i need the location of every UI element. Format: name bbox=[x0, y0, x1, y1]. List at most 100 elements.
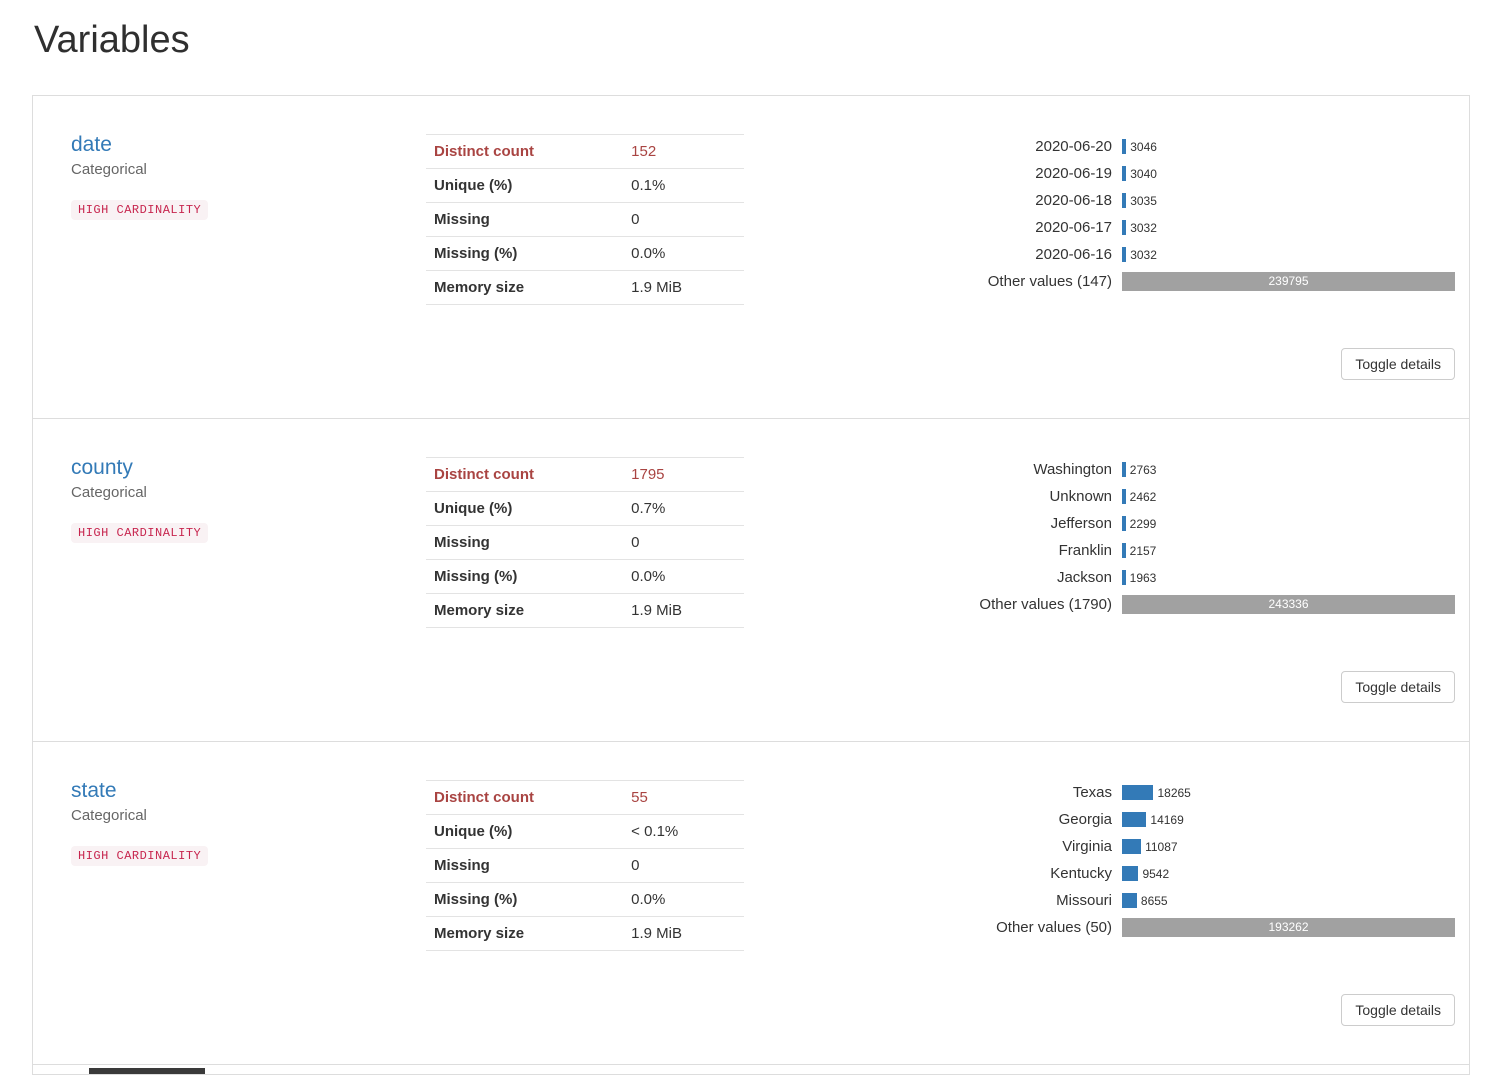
frequency-count: 11087 bbox=[1145, 839, 1178, 854]
frequency-label: Missouri bbox=[1056, 892, 1112, 910]
frequency-count: 3046 bbox=[1130, 139, 1157, 154]
frequency-count: 18265 bbox=[1157, 785, 1191, 800]
frequency-row: Washington 2763 bbox=[764, 456, 1455, 483]
stat-label: Missing bbox=[426, 202, 624, 238]
frequency-bar bbox=[1122, 462, 1126, 478]
frequency-label: Other values (50) bbox=[996, 919, 1112, 937]
frequency-bar bbox=[1122, 516, 1126, 532]
stat-value: 0.7% bbox=[623, 491, 744, 527]
frequency-count: 239795 bbox=[1268, 274, 1309, 289]
stats-row: Unique (%) 0.7% bbox=[426, 491, 744, 527]
frequency-row: Franklin 2157 bbox=[764, 537, 1455, 564]
frequency-count: 2462 bbox=[1129, 489, 1157, 504]
frequency-row-other: Other values (1790) 243336 bbox=[764, 591, 1455, 618]
stats-table: Distinct count 55 Unique (%) < 0.1% Miss… bbox=[426, 780, 744, 952]
stat-value: 0.0% bbox=[623, 882, 744, 918]
stat-label: Missing (%) bbox=[426, 882, 624, 918]
variable-name-link[interactable]: date bbox=[71, 133, 112, 157]
frequency-row: 2020-06-17 3032 bbox=[764, 214, 1455, 241]
frequency-row: Virginia 11087 bbox=[764, 833, 1455, 860]
frequency-bar bbox=[1122, 489, 1126, 505]
stat-label: Memory size bbox=[426, 916, 624, 952]
frequency-row: Jackson 1963 bbox=[764, 564, 1455, 591]
toggle-details-button[interactable]: Toggle details bbox=[1341, 348, 1455, 381]
next-panel-cutoff bbox=[89, 1068, 205, 1075]
frequency-count: 3035 bbox=[1130, 193, 1157, 208]
variable-info-column: date Categorical HIGH CARDINALITY bbox=[71, 132, 426, 398]
stats-row: Distinct count 55 bbox=[426, 780, 744, 816]
frequency-label: Other values (147) bbox=[987, 273, 1112, 291]
stat-value: < 0.1% bbox=[623, 814, 744, 850]
frequency-count: 193262 bbox=[1268, 920, 1309, 935]
stat-value: 0 bbox=[623, 202, 744, 238]
frequency-chart: 2020-06-20 3046 2020-06-19 3040 2020-06-… bbox=[744, 132, 1455, 398]
stat-label: Missing bbox=[426, 525, 624, 561]
stats-column: Distinct count 55 Unique (%) < 0.1% Miss… bbox=[426, 778, 744, 1044]
toggle-details-button[interactable]: Toggle details bbox=[1341, 671, 1455, 704]
frequency-label: 2020-06-17 bbox=[1035, 219, 1112, 237]
stat-label: Distinct count bbox=[426, 457, 624, 493]
stats-row: Missing 0 bbox=[426, 525, 744, 561]
frequency-row: Jefferson 2299 bbox=[764, 510, 1455, 537]
frequency-label: Jefferson bbox=[1050, 515, 1112, 533]
stats-column: Distinct count 1795 Unique (%) 0.7% Miss… bbox=[426, 455, 744, 721]
stats-row: Missing (%) 0.0% bbox=[426, 559, 744, 595]
high-cardinality-badge: HIGH CARDINALITY bbox=[71, 522, 209, 543]
frequency-count: 14169 bbox=[1150, 812, 1184, 827]
frequency-count: 8655 bbox=[1140, 893, 1168, 908]
stat-label: Unique (%) bbox=[426, 168, 624, 204]
frequency-label: Other values (1790) bbox=[979, 596, 1112, 614]
frequency-row: 2020-06-18 3035 bbox=[764, 187, 1455, 214]
frequency-label: 2020-06-18 bbox=[1035, 192, 1112, 210]
frequency-bar bbox=[1122, 866, 1139, 882]
stat-value: 0.1% bbox=[623, 168, 744, 204]
variable-type: Categorical bbox=[71, 483, 147, 501]
stat-value: 0.0% bbox=[623, 559, 744, 595]
frequency-row: 2020-06-19 3040 bbox=[764, 160, 1455, 187]
frequency-label: Virginia bbox=[1062, 838, 1112, 856]
frequency-chart: Texas 18265 Georgia 14169 Virginia 11087… bbox=[744, 778, 1455, 1044]
frequency-label: Kentucky bbox=[1050, 865, 1112, 883]
variables-container: date Categorical HIGH CARDINALITY Distin… bbox=[32, 95, 1470, 1076]
stat-value: 152 bbox=[623, 134, 744, 170]
frequency-label: Franklin bbox=[1058, 542, 1112, 560]
toggle-details-button[interactable]: Toggle details bbox=[1341, 994, 1455, 1027]
stat-label: Unique (%) bbox=[426, 491, 624, 527]
frequency-label: Georgia bbox=[1058, 811, 1112, 829]
stats-row: Memory size 1.9 MiB bbox=[426, 270, 744, 306]
stats-row: Missing (%) 0.0% bbox=[426, 882, 744, 918]
stats-row: Memory size 1.9 MiB bbox=[426, 593, 744, 629]
frequency-count: 2299 bbox=[1129, 516, 1157, 531]
frequency-row: Texas 18265 bbox=[764, 779, 1455, 806]
variable-panel-date: date Categorical HIGH CARDINALITY Distin… bbox=[33, 96, 1469, 420]
variable-name-link[interactable]: county bbox=[71, 456, 133, 480]
stat-label: Missing (%) bbox=[426, 559, 624, 595]
frequency-label: 2020-06-20 bbox=[1035, 138, 1112, 156]
frequency-count: 3032 bbox=[1130, 220, 1157, 235]
variable-panel-county: county Categorical HIGH CARDINALITY Dist… bbox=[33, 419, 1469, 743]
frequency-label: 2020-06-16 bbox=[1035, 246, 1112, 264]
stat-value: 55 bbox=[623, 780, 744, 816]
frequency-bar bbox=[1122, 893, 1137, 909]
frequency-count: 3032 bbox=[1130, 247, 1157, 262]
stat-label: Missing bbox=[426, 848, 624, 884]
stat-label: Memory size bbox=[426, 593, 624, 629]
stat-value: 1.9 MiB bbox=[623, 916, 744, 952]
frequency-chart: Washington 2763 Unknown 2462 Jefferson 2… bbox=[744, 455, 1455, 721]
frequency-count: 1963 bbox=[1129, 570, 1157, 585]
frequency-label: Washington bbox=[1033, 461, 1112, 479]
stats-row: Unique (%) 0.1% bbox=[426, 168, 744, 204]
variable-type: Categorical bbox=[71, 806, 147, 824]
frequency-row: 2020-06-16 3032 bbox=[764, 241, 1455, 268]
frequency-row: Georgia 14169 bbox=[764, 806, 1455, 833]
frequency-row: Missouri 8655 bbox=[764, 887, 1455, 914]
frequency-bar bbox=[1122, 220, 1127, 236]
high-cardinality-badge: HIGH CARDINALITY bbox=[71, 199, 209, 220]
variable-info-column: county Categorical HIGH CARDINALITY bbox=[71, 455, 426, 721]
frequency-label: Jackson bbox=[1056, 569, 1112, 587]
stat-label: Distinct count bbox=[426, 134, 624, 170]
frequency-count: 9542 bbox=[1142, 866, 1170, 881]
frequency-label: Unknown bbox=[1049, 488, 1112, 506]
variable-name-link[interactable]: state bbox=[71, 779, 117, 803]
